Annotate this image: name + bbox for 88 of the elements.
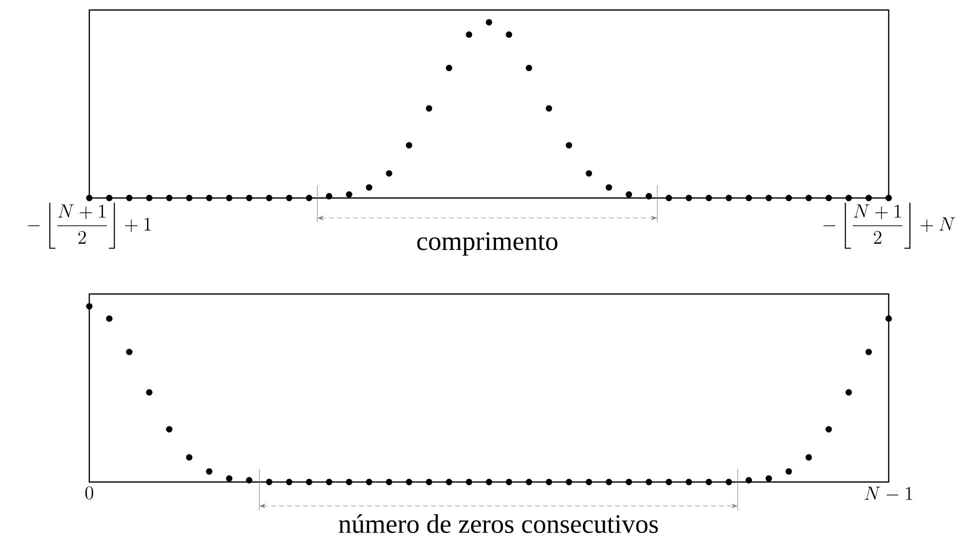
point xyxy=(606,184,612,191)
point xyxy=(766,475,772,482)
point xyxy=(506,478,512,486)
point xyxy=(426,105,432,112)
point xyxy=(686,194,692,202)
point xyxy=(806,454,812,461)
point xyxy=(286,194,292,202)
point xyxy=(766,194,772,202)
point xyxy=(106,194,112,202)
point xyxy=(386,478,392,486)
point xyxy=(626,478,632,486)
point xyxy=(186,194,192,202)
point xyxy=(506,31,512,38)
point xyxy=(106,315,112,322)
text: comprimento xyxy=(417,232,558,256)
x-tick-label: $-\left\lfloor\frac{N+1}{2}\right\rfloor+N$ xyxy=(823,202,955,249)
point xyxy=(166,426,172,432)
point xyxy=(246,194,252,202)
point xyxy=(406,478,412,486)
point xyxy=(206,194,212,202)
point xyxy=(786,468,792,475)
point xyxy=(346,478,352,486)
point xyxy=(706,478,712,486)
point xyxy=(166,194,172,202)
point xyxy=(146,389,152,396)
point xyxy=(826,426,832,432)
point xyxy=(826,194,832,202)
point xyxy=(86,303,93,310)
point xyxy=(466,478,472,486)
point xyxy=(126,194,132,202)
point xyxy=(466,31,472,38)
point xyxy=(726,194,732,202)
point xyxy=(266,194,272,202)
point xyxy=(266,478,272,486)
point xyxy=(226,194,232,202)
point xyxy=(666,194,672,202)
point xyxy=(885,194,892,202)
point xyxy=(846,389,852,396)
point xyxy=(326,193,332,200)
point xyxy=(846,194,852,202)
point xyxy=(746,194,752,202)
point xyxy=(646,193,652,200)
point xyxy=(446,64,452,72)
point xyxy=(146,194,152,202)
x-tick-label: $0$ xyxy=(85,486,94,500)
x-tick-label: $-\left\lfloor\frac{N+1}{2}\right\rfloor+1$ xyxy=(28,202,151,249)
point xyxy=(606,478,612,486)
point xyxy=(126,348,132,356)
point xyxy=(186,454,192,461)
point xyxy=(786,194,792,202)
point xyxy=(666,478,672,486)
text: número de zeros consecutivos xyxy=(338,514,658,534)
point xyxy=(706,194,712,202)
point xyxy=(546,105,552,112)
point xyxy=(486,19,492,26)
point xyxy=(386,170,392,177)
point xyxy=(206,468,212,475)
point xyxy=(566,142,572,148)
point xyxy=(546,478,552,486)
x-tick-label: $N-1$ xyxy=(864,486,912,500)
point xyxy=(806,194,812,202)
point xyxy=(326,478,332,486)
point xyxy=(865,194,872,202)
point xyxy=(646,478,652,486)
point xyxy=(526,64,532,72)
point xyxy=(306,478,312,486)
point xyxy=(226,475,232,482)
point xyxy=(406,142,412,148)
point xyxy=(626,191,632,198)
point xyxy=(306,194,312,202)
point xyxy=(726,478,732,486)
point xyxy=(426,478,432,486)
point xyxy=(346,191,352,198)
point xyxy=(286,478,292,486)
point xyxy=(586,170,592,177)
point xyxy=(86,194,93,202)
point xyxy=(366,478,372,486)
point xyxy=(446,478,452,486)
point xyxy=(526,478,532,486)
point xyxy=(566,478,572,486)
point xyxy=(486,478,492,486)
point xyxy=(246,477,252,484)
point xyxy=(366,184,372,191)
point xyxy=(865,348,872,356)
point xyxy=(686,478,692,486)
point xyxy=(586,478,592,486)
point xyxy=(885,315,892,322)
point xyxy=(746,477,752,484)
